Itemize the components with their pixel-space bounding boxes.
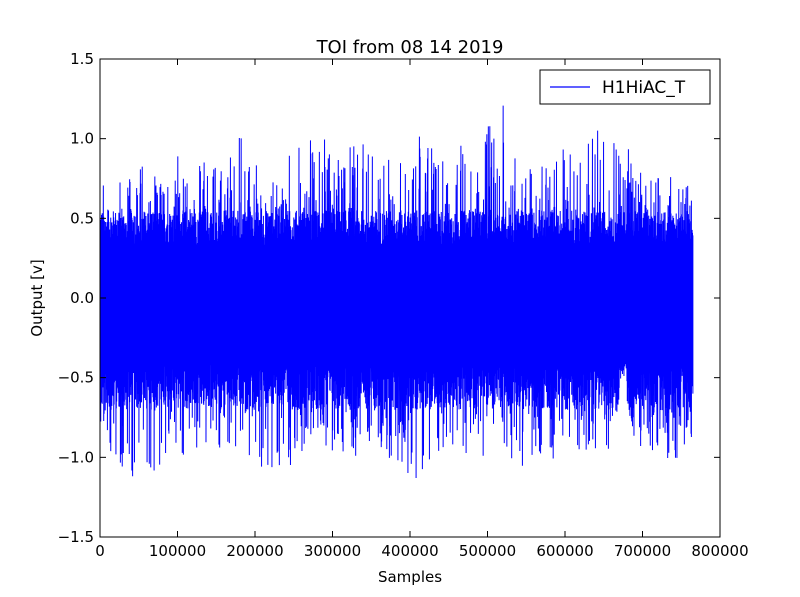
x-tick-label: 100000 [149,542,206,560]
x-tick-label: 600000 [536,542,593,560]
y-tick-label: 0.5 [70,209,94,227]
y-tick-label: −0.5 [58,369,94,387]
y-axis-label: Output [v] [28,259,46,336]
series-line-h1hiac-t [99,105,694,478]
x-axis-label: Samples [378,568,442,586]
y-tick-label: 1.0 [70,130,94,148]
y-tick-label: −1.0 [58,448,94,466]
legend-entry-label: H1HiAC_T [602,78,686,98]
y-tick-label: −1.5 [58,528,94,546]
y-axis: −1.5 −1.0 −0.5 0.0 0.5 1.0 1.5 [58,50,720,546]
x-tick-label: 400000 [381,542,438,560]
y-tick-label: 0.0 [70,289,94,307]
x-tick-label: 0 [95,542,105,560]
x-tick-label: 500000 [459,542,516,560]
x-tick-label: 200000 [226,542,283,560]
series-layer [99,105,694,478]
x-tick-label: 700000 [614,542,671,560]
y-tick-label: 1.5 [70,50,94,68]
x-tick-label: 300000 [304,542,361,560]
x-axis: 0 100000 200000 300000 400000 500000 600000 700… [95,59,749,560]
chart-title: TOI from 08 14 2019 [316,37,504,58]
legend: H1HiAC_T [539,69,711,105]
x-tick-label: 800000 [691,542,748,560]
